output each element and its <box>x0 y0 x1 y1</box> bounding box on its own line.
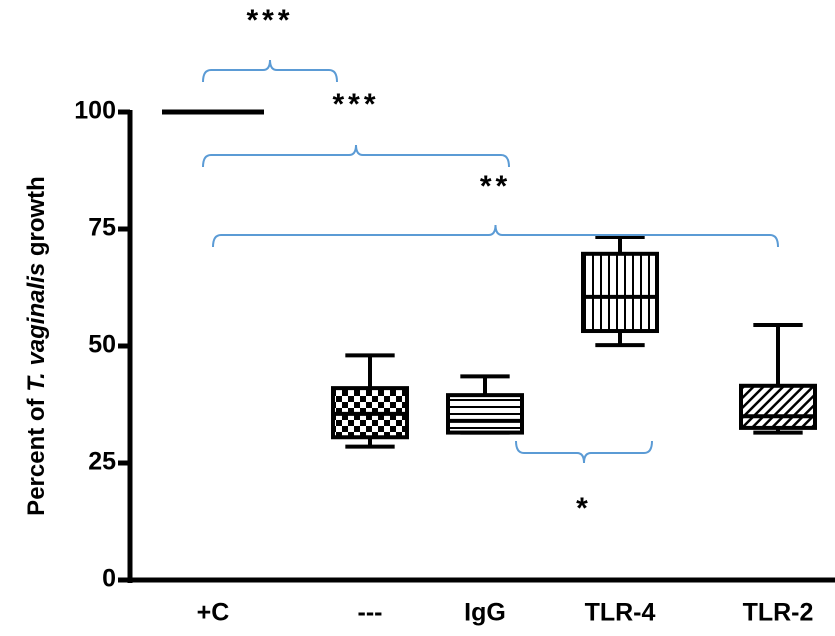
y-axis-label: Percent of T. vaginalis growth <box>23 176 50 516</box>
box <box>583 254 657 331</box>
significance-label: ** <box>480 170 511 203</box>
significance-label: *** <box>246 4 293 37</box>
y-label-suffix: growth <box>23 176 50 256</box>
y-tick-label: 25 <box>88 448 116 476</box>
x-tick-label: +C <box>197 599 230 627</box>
significance-bracket <box>203 145 509 167</box>
significance-bracket <box>203 60 337 82</box>
box <box>448 395 522 432</box>
x-tick-label: IgG <box>464 599 506 627</box>
y-tick-label: 50 <box>88 331 116 359</box>
x-tick-label: TLR-4 <box>585 599 656 627</box>
y-tick-label: 0 <box>102 565 116 593</box>
y-tick-label: 75 <box>88 214 116 242</box>
y-label-prefix: Percent of <box>23 397 50 515</box>
significance-bracket <box>516 441 652 463</box>
x-tick-label: TLR-2 <box>743 599 814 627</box>
chart: Percent of T. vaginalis growth 0 25 50 75 10… <box>0 0 835 636</box>
x-tick-label: --- <box>358 599 383 627</box>
significance-bracket <box>213 225 778 247</box>
y-tick-label: 100 <box>74 97 116 125</box>
box <box>741 386 815 428</box>
page: Percent of T. vaginalis growth 0 25 50 75 10… <box>0 0 835 636</box>
significance-label: * <box>576 492 592 525</box>
y-label-italic: T. vaginalis <box>23 263 50 392</box>
significance-label: *** <box>332 88 379 121</box>
